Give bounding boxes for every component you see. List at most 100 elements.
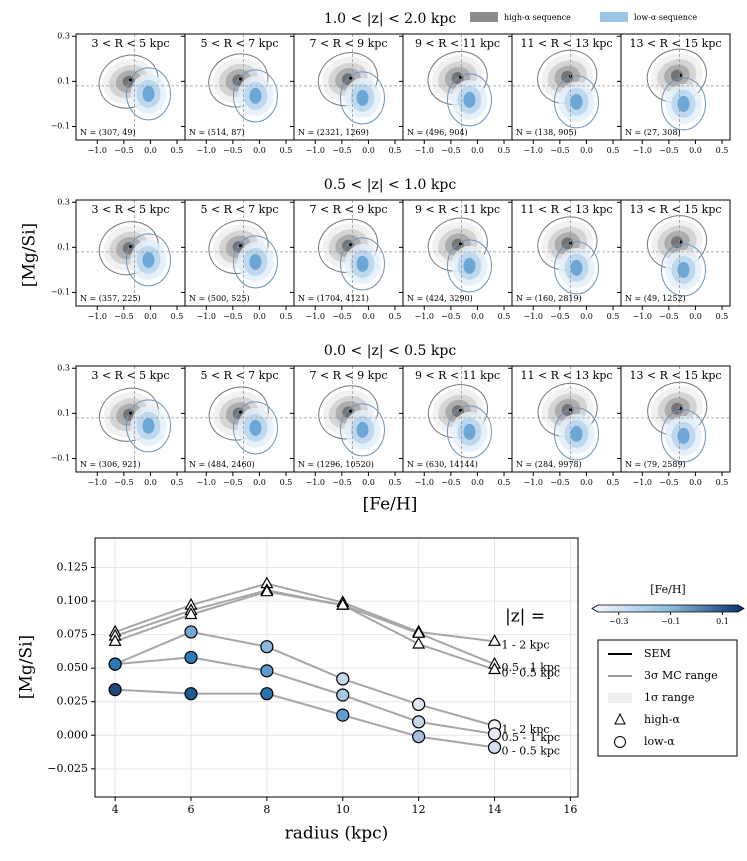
circle-marker [412,697,426,712]
series-line [114,582,495,643]
low-alpha-contour [570,259,583,276]
low-alpha-contour [677,261,690,278]
circle-marker [184,687,198,701]
circle-marker [108,683,122,697]
legend-label: high-α sequence [504,13,571,22]
count-label: N = (2321, 1269) [298,128,369,137]
count-label: N = (484, 2460) [189,460,255,469]
count-label: N = (357, 225) [80,294,141,303]
low-alpha-contour [142,417,155,434]
panel-label: 7 < R < 9 kpc [309,203,387,216]
x-tick-label: −0.5 [441,146,460,155]
x-tick-label: −1.0 [633,146,652,155]
circle-marker [412,715,426,729]
x-tick-label: 0.5 [171,478,184,487]
center-marker [128,244,132,248]
x-tick-label: 0.0 [580,146,593,155]
legend-key [614,712,626,725]
center-marker [348,76,352,80]
x-tick-label: 0.5 [607,312,620,321]
y-tick-label: 0.100 [57,594,89,607]
count-label: N = (514, 87) [189,128,245,137]
x-tick-label: 0.5 [171,312,184,321]
panel-label: 3 < R < 5 kpc [91,37,169,50]
count-label: N = (307, 49) [80,128,136,137]
x-tick-label: 0.5 [716,312,729,321]
x-tick-label: 16 [563,803,577,816]
low-alpha-contour [677,95,690,112]
x-tick-label: 0.0 [471,478,484,487]
panel-label: 3 < R < 5 kpc [91,369,169,382]
row-title: 1.0 < |z| < 2.0 kpc [324,11,456,27]
y-tick-label: 0.1 [57,242,70,251]
x-tick-label: −0.5 [550,478,569,487]
circle-marker [336,672,350,686]
x-tick-label: 14 [488,803,502,816]
x-axis-label: radius (kpc) [285,824,389,844]
circle-marker [108,657,122,671]
high-alpha-contour [671,236,684,249]
x-tick-label: −1.0 [88,146,107,155]
count-label: N = (79, 2589) [625,460,686,469]
x-tick-label: −0.5 [223,478,242,487]
low-alpha-contour [356,255,369,272]
x-tick-label: 0.5 [389,146,402,155]
triangle-marker [108,634,122,646]
panel: 5 < R < 7 kpc N = (514, 87) −1.0 −0.5 0.0 0.5 [181,33,295,155]
x-tick-label: −0.5 [550,146,569,155]
x-tick-label: 10 [336,803,350,816]
circle-marker [412,730,426,744]
panel-label: 7 < R < 9 kpc [309,37,387,50]
center-marker [128,78,132,82]
triangle-marker [260,584,274,597]
x-tick-label: 0.0 [362,312,375,321]
circle-marker [336,688,350,702]
x-tick-label: −1.0 [415,478,434,487]
x-tick-label: 0.0 [689,478,702,487]
count-label: N = (496, 904) [407,128,468,137]
y-tick-label: −0.1 [51,121,70,130]
x-tick-label: −0.5 [223,312,242,321]
center-marker [458,242,462,246]
legend-label: low-α sequence [634,13,697,22]
x-axis-label: [Fe/H] [363,495,418,515]
center-marker [238,77,242,81]
panel: 5 < R < 7 kpc N = (484, 2460) −1.0 −0.5 0.0 0… [181,365,295,487]
panel-label: 9 < R < 11 kpc [415,203,500,216]
circle-marker [184,650,198,665]
circle-marker [487,740,502,754]
series-line [114,630,495,727]
series-label: 1 - 2 kpc [502,723,550,736]
y-axis-label: [Mg/Si] [20,223,40,287]
x-tick-label: 4 [112,803,119,816]
colorbar [591,604,745,613]
legend-label: high-α [644,713,680,726]
low-alpha-contour [142,85,155,102]
panel: 7 < R < 9 kpc N = (1704, 4121) −1.0 −0.5 0.0… [290,199,404,321]
plot-frame [94,537,579,798]
low-alpha-outline [339,237,385,291]
x-tick-label: −1.0 [88,478,107,487]
count-label: N = (1704, 4121) [298,294,369,303]
center-marker [238,410,242,414]
low-alpha-outline [232,69,278,123]
panel: 13 < R < 15 kpc N = (27, 308) −1.0 −0.5 0.0 0… [617,33,731,155]
panel-label: 13 < R < 15 kpc [629,203,721,216]
annotation: |z| = [505,607,545,627]
low-alpha-outline [553,241,599,295]
panel: 11 < R < 13 kpc N = (284, 9978) −1.0 −0.5 0.… [508,365,622,487]
low-alpha-outline [232,401,278,455]
x-tick-label: −1.0 [524,478,543,487]
y-axis-label: [Mg/Si] [17,635,37,699]
x-tick-label: 0.0 [144,478,157,487]
circle-marker [260,640,274,654]
low-alpha-outline [660,243,706,297]
low-alpha-contour [356,89,369,106]
x-tick-label: −0.5 [332,312,351,321]
x-tick-label: −0.5 [114,146,133,155]
count-label: N = (138, 905) [516,128,577,137]
x-tick-label: −1.0 [197,146,216,155]
panel: 3 < R < 5 kpc N = (306, 921) −1.0 −0.5 0.0 0.… [51,363,186,487]
x-tick-label: −1.0 [633,478,652,487]
panel: 9 < R < 11 kpc N = (496, 904) −1.0 −0.5 0.0 0… [399,33,513,155]
